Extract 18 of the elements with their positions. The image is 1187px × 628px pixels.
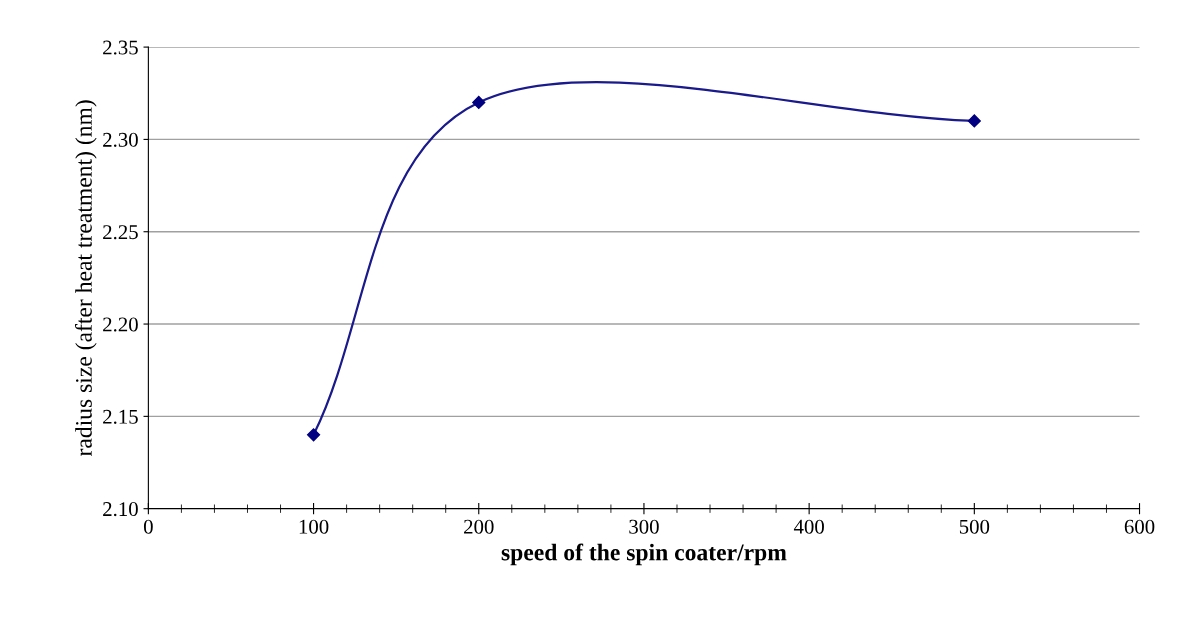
- y-tick-label: 2.15: [103, 409, 138, 424]
- y-tick-label: 2.10: [103, 502, 138, 517]
- x-tick-label: 600: [1124, 519, 1155, 534]
- y-tick-label: 2.30: [103, 132, 138, 147]
- point: [472, 95, 486, 110]
- x-tick-label: 400: [793, 519, 824, 534]
- y-tick-label: 2.20: [103, 317, 138, 332]
- x-axis-title: speed of the spin coater/rpm: [501, 543, 787, 566]
- point: [967, 114, 981, 128]
- x-tick-label: 200: [464, 519, 494, 534]
- point: [306, 428, 321, 442]
- y-axis-title: radius size (after heat treatment) (nm): [74, 100, 97, 457]
- x-tick-label: 300: [629, 519, 659, 534]
- x-tick-label: 500: [959, 519, 990, 534]
- y-tick-label: 2.25: [103, 225, 138, 240]
- x-tick-label: 0: [143, 519, 153, 534]
- x-tick-label: 100: [299, 519, 329, 534]
- y-tick-label: 2.35: [103, 40, 138, 55]
